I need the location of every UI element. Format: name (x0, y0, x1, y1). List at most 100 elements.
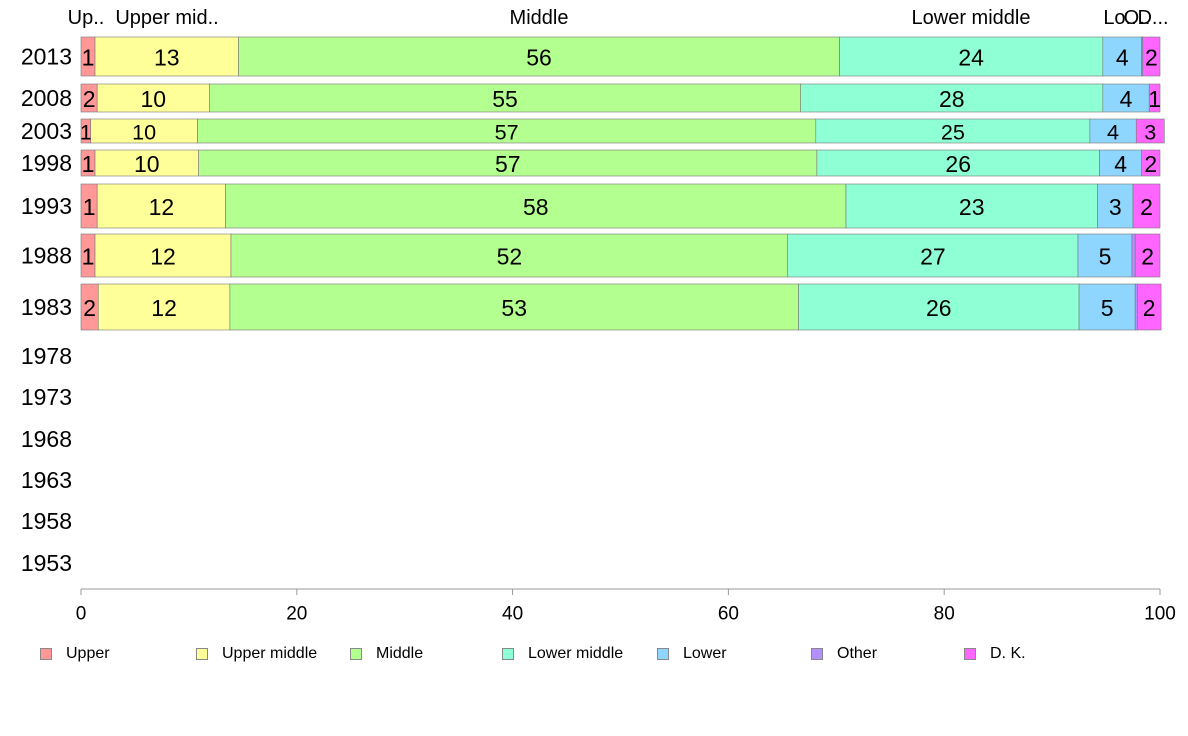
bar-value-label: 12 (149, 194, 175, 220)
bar-segment (209, 83, 801, 113)
bar-segment (1089, 118, 1137, 144)
bar-value-label: 1 (80, 120, 92, 145)
bar-segment (90, 118, 198, 144)
bar-value-label: 12 (151, 295, 177, 321)
legend-label: Lower middle (528, 645, 624, 662)
year-label: 1998 (21, 150, 72, 176)
bar-value-label: 1 (82, 244, 95, 270)
bar-value-label: 1 (83, 194, 96, 220)
bar-value-label: 2 (1141, 244, 1154, 270)
legend-item: Middle (350, 640, 423, 668)
bar-value-label: 2 (1145, 45, 1158, 71)
bar-value-label: 26 (926, 295, 952, 321)
year-label: 1993 (21, 193, 72, 219)
year-label: 1978 (21, 343, 72, 369)
legend-swatch (502, 648, 514, 660)
bar-segment (1134, 283, 1138, 331)
column-header-label: Lo.. (1103, 7, 1136, 29)
bar-segment (816, 149, 1100, 177)
bar-segment (1078, 283, 1136, 331)
column-header-label: O.. (1124, 7, 1151, 29)
bar-value-label: 23 (959, 194, 985, 220)
bar-segment (845, 183, 1098, 229)
x-tick-label: 80 (934, 604, 955, 625)
year-label: 2013 (21, 44, 72, 70)
bar-value-label: 5 (1099, 244, 1112, 270)
legend-label: D. K. (990, 645, 1026, 662)
legend-swatch (657, 648, 669, 660)
bar-value-label: 58 (523, 194, 549, 220)
bar-segment (1135, 118, 1165, 144)
bar-value-label: 2 (83, 86, 96, 112)
year-label: 2008 (21, 85, 72, 111)
x-tick-label: 100 (1144, 604, 1176, 625)
bar-value-label: 2 (1143, 295, 1156, 321)
legend-swatch (811, 648, 823, 660)
year-label: 2003 (21, 118, 72, 144)
legend-item: Other (811, 640, 877, 668)
bar-segment (839, 36, 1104, 77)
legend-swatch (196, 648, 208, 660)
legend-label: Other (837, 645, 878, 662)
column-header-label: D... (1137, 7, 1168, 29)
bar-segment (1148, 83, 1161, 113)
bar-segment (197, 118, 817, 144)
legend-label: Lower (683, 645, 727, 662)
legend-item: Upper middle (196, 640, 317, 668)
bar-value-label: 2 (83, 295, 96, 321)
bar-segment (1097, 183, 1134, 229)
bar-segment (238, 36, 840, 77)
bar-segment (787, 233, 1079, 278)
legend-label: Middle (376, 645, 424, 662)
bar-value-label: 12 (150, 244, 176, 270)
bar-segment (94, 233, 232, 278)
bar-value-label: 27 (920, 244, 946, 270)
column-header-label: Upper mid.. (115, 7, 218, 29)
year-label: 1988 (21, 243, 72, 269)
bar-value-label: 26 (945, 151, 971, 177)
bar-segment (1137, 283, 1162, 331)
year-label: 1953 (21, 550, 72, 576)
bar-value-label: 56 (526, 45, 552, 71)
bar-segment (225, 183, 847, 229)
bar-value-label: 28 (939, 86, 965, 112)
bar-value-label: 25 (941, 120, 965, 145)
bar-value-label: 3 (1144, 120, 1156, 145)
bar-value-label: 2 (1144, 151, 1157, 177)
bar-value-label: 55 (492, 86, 518, 112)
bar-value-label: 24 (958, 45, 984, 71)
bar-segment (1134, 233, 1161, 278)
bar-value-label: 53 (501, 295, 527, 321)
bar-segment (1141, 149, 1161, 177)
bar-value-label: 10 (134, 151, 160, 177)
x-tick-label: 20 (286, 604, 307, 625)
x-tick-label: 60 (718, 604, 739, 625)
year-label: 1973 (21, 384, 72, 410)
bar-segment (198, 149, 818, 177)
bar-value-label: 1 (82, 151, 95, 177)
legend-swatch (350, 648, 362, 660)
bar-value-label: 57 (495, 151, 521, 177)
year-label: 1958 (21, 508, 72, 534)
year-label: 1968 (21, 426, 72, 452)
legend-item: Lower middle (502, 640, 623, 668)
bar-value-label: 10 (140, 86, 166, 112)
bar-value-label: 4 (1116, 45, 1129, 71)
bar-value-label: 4 (1120, 86, 1133, 112)
bar-value-label: 3 (1109, 194, 1122, 220)
legend-label: Upper middle (222, 645, 318, 662)
bar-segment (96, 83, 210, 113)
legend-label: Upper (66, 645, 110, 662)
bar-segment (1099, 149, 1142, 177)
bar-segment (97, 283, 231, 331)
bar-segment (1132, 183, 1161, 229)
legend-item: Upper (40, 640, 110, 668)
year-label: 1963 (21, 467, 72, 493)
bar-value-label: 52 (497, 244, 523, 270)
bar-value-label: 4 (1114, 151, 1127, 177)
year-label: 1983 (21, 294, 72, 320)
bar-segment (94, 36, 239, 77)
legend-item: D. K. (964, 640, 1026, 668)
bar-segment (94, 149, 199, 177)
bar-value-label: 13 (154, 45, 180, 71)
